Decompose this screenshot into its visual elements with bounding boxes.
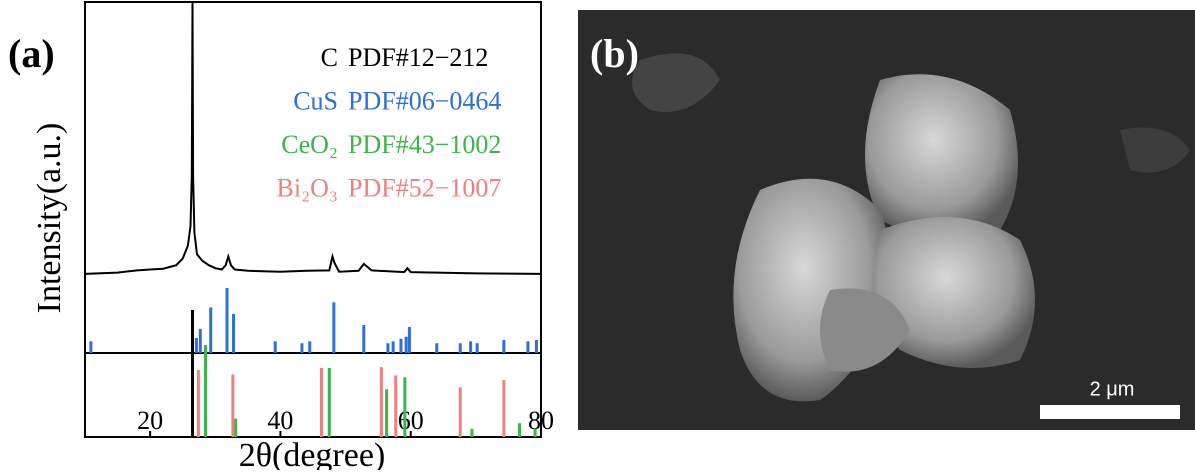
panel-label: (b) xyxy=(590,31,639,76)
sem-image xyxy=(578,10,1195,430)
x-tick-label: 80 xyxy=(528,406,554,435)
panel-label: (a) xyxy=(8,31,55,76)
legend-pdf: PDF#12−212 xyxy=(348,43,488,72)
x-tick-label: 20 xyxy=(137,406,163,435)
plot-frame xyxy=(84,1,542,438)
legend-pdf: PDF#43−1002 xyxy=(348,130,501,159)
legend-pdf: PDF#52−1007 xyxy=(348,173,501,202)
scale-bar-label: 2 μm xyxy=(1090,378,1135,400)
x-tick-label: 60 xyxy=(398,406,424,435)
legend-pdf: PDF#06−0464 xyxy=(348,86,501,115)
xrd-pattern xyxy=(84,1,542,275)
legend-name: C xyxy=(321,43,338,72)
legend-name: CeO₂ xyxy=(281,130,338,159)
x-tick-label: 40 xyxy=(267,406,293,435)
legend-name: CuS xyxy=(293,86,338,115)
legend-name: Bi₂O₃ xyxy=(277,173,338,202)
x-axis-label: 2θ(degree) xyxy=(239,437,386,470)
y-axis-label: Intensity(a.u.) xyxy=(31,123,68,314)
